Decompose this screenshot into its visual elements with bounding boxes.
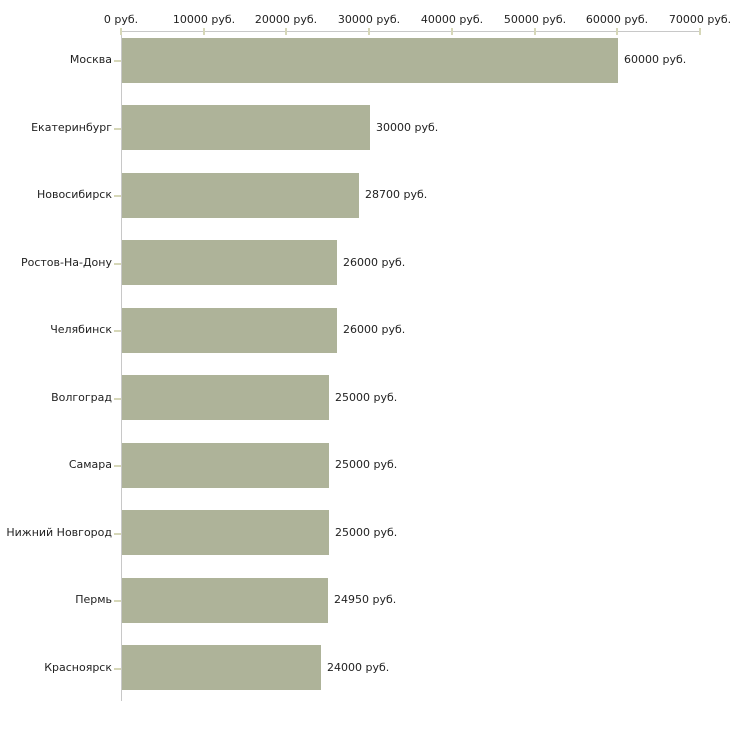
category-label: Екатеринбург	[31, 121, 112, 134]
category-label: Новосибирск	[36, 188, 112, 201]
x-axis-tick-mark	[616, 28, 618, 35]
y-axis-tick-mark	[114, 668, 121, 670]
category-label: Самара	[68, 458, 112, 471]
value-label: 30000 руб.	[376, 121, 439, 134]
value-label: 24000 руб.	[327, 661, 390, 674]
x-axis-tick-label: 0 руб.	[103, 13, 139, 26]
y-axis-tick-mark	[114, 195, 121, 197]
x-axis-tick-mark	[699, 28, 701, 35]
bar	[122, 375, 329, 420]
x-axis-tick-label: 20000 руб.	[254, 13, 318, 26]
bar	[122, 308, 337, 353]
x-axis-tick-mark	[368, 28, 370, 35]
value-label: 25000 руб.	[335, 526, 398, 539]
x-axis-tick-label: 10000 руб.	[172, 13, 236, 26]
bar	[122, 645, 321, 690]
x-axis-tick-label: 60000 руб.	[585, 13, 649, 26]
y-axis-tick-mark	[114, 398, 121, 400]
y-axis-tick-mark	[114, 330, 121, 332]
x-axis-tick-mark	[534, 28, 536, 35]
bar	[122, 173, 359, 218]
category-label: Красноярск	[44, 661, 112, 674]
x-axis-tick-label: 70000 руб.	[668, 13, 730, 26]
y-axis-tick-mark	[114, 263, 121, 265]
y-axis-tick-mark	[114, 60, 121, 62]
value-label: 26000 руб.	[343, 323, 406, 336]
bar	[122, 240, 337, 285]
value-label: 25000 руб.	[335, 391, 398, 404]
value-label: 60000 руб.	[624, 53, 687, 66]
y-axis-tick-mark	[114, 465, 121, 467]
y-axis-tick-mark	[114, 600, 121, 602]
value-label: 25000 руб.	[335, 458, 398, 471]
value-label: 24950 руб.	[334, 593, 397, 606]
x-axis-tick-label: 30000 руб.	[337, 13, 401, 26]
bar	[122, 105, 370, 150]
category-label: Нижний Новгород	[6, 526, 112, 539]
x-axis-tick-mark	[285, 28, 287, 35]
y-axis-tick-mark	[114, 128, 121, 130]
y-axis-line	[121, 31, 122, 701]
category-label: Ростов-На-Дону	[20, 256, 112, 269]
category-label: Челябинск	[50, 323, 112, 336]
value-label: 26000 руб.	[343, 256, 406, 269]
category-label: Пермь	[75, 593, 112, 606]
x-axis-line	[121, 31, 700, 32]
x-axis-tick-mark	[203, 28, 205, 35]
bar	[122, 510, 329, 555]
bar	[122, 443, 329, 488]
x-axis-tick-mark	[120, 28, 122, 35]
category-label: Волгоград	[51, 391, 112, 404]
value-label: 28700 руб.	[365, 188, 428, 201]
bar	[122, 578, 328, 623]
y-axis-tick-mark	[114, 533, 121, 535]
bar	[122, 38, 618, 83]
x-axis-tick-label: 50000 руб.	[503, 13, 567, 26]
x-axis-tick-label: 40000 руб.	[420, 13, 484, 26]
x-axis-tick-mark	[451, 28, 453, 35]
category-label: Москва	[69, 53, 112, 66]
